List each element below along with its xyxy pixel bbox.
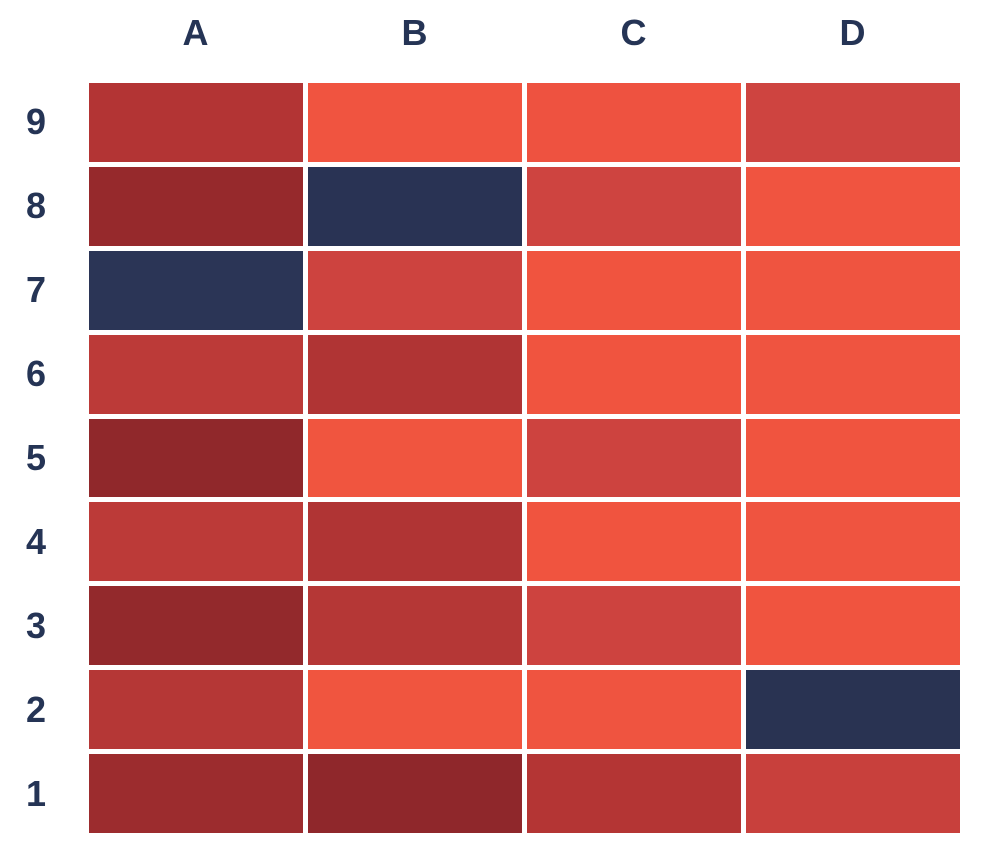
column-header-B: B xyxy=(401,12,429,53)
row-label-8: 8 xyxy=(25,185,47,227)
heatmap-cell-A7[interactable] xyxy=(89,250,303,330)
heatmap-cell-A9[interactable] xyxy=(89,83,303,162)
heatmap-cell-D1[interactable] xyxy=(746,754,960,833)
heatmap-cell-C9[interactable] xyxy=(527,83,741,162)
heatmap-cell-A8[interactable] xyxy=(89,166,303,246)
heatmap-cell-C2[interactable] xyxy=(527,670,741,750)
heatmap-cell-A3[interactable] xyxy=(89,586,303,666)
heatmap-cell-D6[interactable] xyxy=(746,334,960,414)
column-headers: A B C D xyxy=(89,6,960,60)
heatmap-row-2 xyxy=(89,670,960,750)
row-label-2: 2 xyxy=(25,688,47,730)
heatmap-cell-C4[interactable] xyxy=(527,502,741,582)
row-label-3: 3 xyxy=(25,604,47,646)
heatmap-cell-D8[interactable] xyxy=(746,166,960,246)
heatmap-cell-C6[interactable] xyxy=(527,334,741,414)
heatmap-cell-D5[interactable] xyxy=(746,418,960,498)
heatmap-grid xyxy=(89,83,960,833)
heatmap-cell-D7[interactable] xyxy=(746,250,960,330)
heatmap-cell-C8[interactable] xyxy=(527,166,741,246)
heatmap-row-6 xyxy=(89,334,960,414)
column-header-A: A xyxy=(182,12,210,53)
heatmap-cell-D9[interactable] xyxy=(746,83,960,162)
heatmap-row-8 xyxy=(89,166,960,246)
heatmap-cell-B8[interactable] xyxy=(308,166,522,246)
heatmap-cell-B2[interactable] xyxy=(308,670,522,750)
heatmap-cell-D2[interactable] xyxy=(746,670,960,750)
heatmap-cell-D4[interactable] xyxy=(746,502,960,582)
heatmap-cell-B7[interactable] xyxy=(308,250,522,330)
row-label-7: 7 xyxy=(25,269,47,311)
heatmap-row-5 xyxy=(89,418,960,498)
heatmap-cell-B5[interactable] xyxy=(308,418,522,498)
row-label-1: 1 xyxy=(25,772,47,814)
heatmap-row-3 xyxy=(89,586,960,666)
heatmap-cell-B6[interactable] xyxy=(308,334,522,414)
heatmap-cell-B9[interactable] xyxy=(308,83,522,162)
row-label-5: 5 xyxy=(25,436,47,478)
row-label-6: 6 xyxy=(25,353,47,395)
row-labels: 9 8 7 6 5 4 3 2 1 xyxy=(0,83,72,833)
heatmap-cell-A5[interactable] xyxy=(89,418,303,498)
heatmap-cell-B3[interactable] xyxy=(308,586,522,666)
heatmap-cell-B1[interactable] xyxy=(308,754,522,833)
heatmap-cell-C5[interactable] xyxy=(527,418,741,498)
heatmap-cell-A2[interactable] xyxy=(89,670,303,750)
heatmap-cell-A1[interactable] xyxy=(89,754,303,833)
heatmap-row-4 xyxy=(89,502,960,582)
heatmap-cell-D3[interactable] xyxy=(746,586,960,666)
heatmap-cell-A6[interactable] xyxy=(89,334,303,414)
heatmap-cell-C7[interactable] xyxy=(527,250,741,330)
row-label-4: 4 xyxy=(25,520,47,562)
row-label-9: 9 xyxy=(25,101,47,143)
heatmap-row-9 xyxy=(89,83,960,162)
heatmap-row-1 xyxy=(89,754,960,833)
column-header-C: C xyxy=(620,12,648,53)
heatmap-cell-C3[interactable] xyxy=(527,586,741,666)
heatmap-cell-B4[interactable] xyxy=(308,502,522,582)
heatmap-cell-A4[interactable] xyxy=(89,502,303,582)
heatmap-row-7 xyxy=(89,250,960,330)
column-header-D: D xyxy=(839,12,867,53)
heatmap-cell-C1[interactable] xyxy=(527,754,741,833)
